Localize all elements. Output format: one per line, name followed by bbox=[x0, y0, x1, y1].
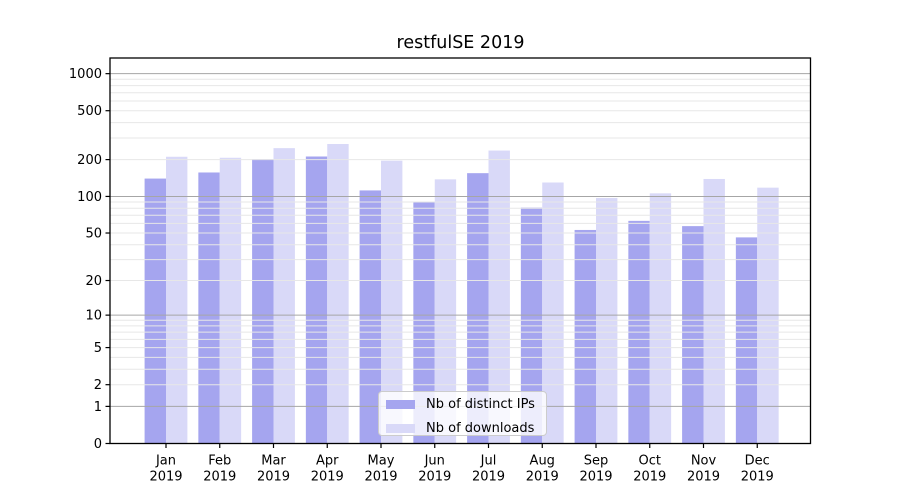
bar-nb-of-distinct-ips-feb-2019 bbox=[198, 172, 220, 444]
y-tick-label: 500 bbox=[77, 104, 102, 119]
x-tick-label-year: 2019 bbox=[687, 470, 720, 485]
x-tick-label-month: Dec bbox=[745, 454, 770, 469]
y-tick-label: 5 bbox=[94, 341, 102, 356]
bar-nb-of-downloads-jan-2019 bbox=[166, 156, 188, 444]
legend-label-distinct-ips: Nb of distinct IPs bbox=[426, 397, 535, 412]
x-tick-label-month: Jul bbox=[480, 454, 497, 469]
legend-item-distinct-ips: Nb of distinct IPs bbox=[385, 397, 540, 412]
chart-title: restfulSE 2019 bbox=[396, 33, 525, 53]
x-tick-label-month: Mar bbox=[261, 454, 286, 469]
legend-swatch-downloads bbox=[386, 424, 415, 433]
x-tick-label-month: Oct bbox=[639, 454, 661, 469]
legend-label-downloads: Nb of downloads bbox=[426, 421, 535, 436]
y-tick-label: 0 bbox=[94, 437, 102, 452]
x-tick-label-month: Jan bbox=[155, 454, 176, 469]
bar-nb-of-distinct-ips-dec-2019 bbox=[735, 237, 758, 444]
x-tick-label-year: 2019 bbox=[364, 470, 397, 485]
y-tick-label: 1 bbox=[94, 400, 102, 415]
bar-nb-of-distinct-ips-sep-2019 bbox=[574, 229, 596, 444]
legend-swatch-distinct-ips bbox=[386, 400, 415, 409]
bar-nb-of-distinct-ips-mar-2019 bbox=[252, 159, 274, 444]
x-tick-label-year: 2019 bbox=[418, 470, 451, 485]
x-tick-label-month: Nov bbox=[691, 454, 717, 469]
bar-nb-of-distinct-ips-apr-2019 bbox=[305, 156, 328, 444]
x-tick-label-month: Aug bbox=[530, 454, 555, 469]
y-tick-label: 20 bbox=[85, 274, 102, 289]
bar-nb-of-distinct-ips-nov-2019 bbox=[682, 226, 704, 444]
x-tick-label-year: 2019 bbox=[149, 470, 182, 485]
x-tick-label-month: Apr bbox=[316, 454, 339, 469]
bar-nb-of-distinct-ips-may-2019 bbox=[359, 190, 381, 444]
bar-nb-of-distinct-ips-jan-2019 bbox=[144, 178, 166, 444]
x-tick-label-month: Jun bbox=[424, 454, 445, 469]
y-tick-label: 2 bbox=[94, 378, 102, 393]
y-tick-label: 1000 bbox=[69, 67, 102, 82]
bar-nb-of-downloads-oct-2019 bbox=[649, 193, 672, 444]
bar-nb-of-downloads-feb-2019 bbox=[219, 157, 242, 444]
x-tick-label-year: 2019 bbox=[257, 470, 290, 485]
legend: Nb of distinct IPs Nb of downloads bbox=[378, 391, 547, 436]
x-tick-label-year: 2019 bbox=[579, 470, 612, 485]
x-tick-label-month: May bbox=[368, 454, 395, 469]
x-tick-label-year: 2019 bbox=[741, 470, 774, 485]
y-tick-label: 50 bbox=[85, 227, 102, 242]
x-tick-label-year: 2019 bbox=[526, 470, 559, 485]
bar-nb-of-downloads-nov-2019 bbox=[703, 178, 725, 444]
bar-nb-of-downloads-mar-2019 bbox=[273, 148, 295, 444]
bar-nb-of-downloads-may-2019 bbox=[381, 160, 403, 444]
plot-border bbox=[109, 57, 812, 445]
x-tick-label-year: 2019 bbox=[311, 470, 344, 485]
x-tick-label-month: Feb bbox=[208, 454, 231, 469]
bar-nb-of-distinct-ips-jul-2019 bbox=[467, 173, 489, 444]
bar-nb-of-distinct-ips-jun-2019 bbox=[413, 202, 435, 444]
legend-item-downloads: Nb of downloads bbox=[385, 421, 540, 436]
x-tick-label-year: 2019 bbox=[203, 470, 236, 485]
bar-nb-of-downloads-apr-2019 bbox=[327, 143, 349, 444]
x-tick-label-year: 2019 bbox=[633, 470, 666, 485]
x-tick-label-year: 2019 bbox=[472, 470, 505, 485]
y-tick-label: 100 bbox=[77, 190, 102, 205]
bar-nb-of-downloads-aug-2019 bbox=[542, 182, 564, 444]
y-tick-label: 10 bbox=[85, 309, 102, 324]
x-tick-label-month: Sep bbox=[584, 454, 609, 469]
bar-nb-of-downloads-jun-2019 bbox=[434, 179, 457, 444]
y-tick-label: 200 bbox=[77, 153, 102, 168]
